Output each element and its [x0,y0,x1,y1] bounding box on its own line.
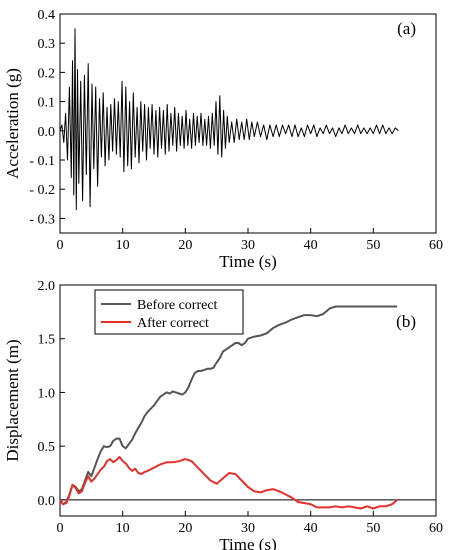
panel-b-displacement: 0 10 20 30 40 50 60 2.0 1.5 1.0 0.5 0.0 Time (s) Disp… [3,279,443,550]
y-tick-label: - 0.3 [29,212,55,227]
x-tick-label: 40 [304,238,318,253]
y-tick-label: 0.3 [38,37,56,52]
x-tick-label: 0 [57,521,64,536]
panel-label: (b) [396,312,416,331]
y-tick-label: 0.0 [38,125,56,140]
panel-label: (a) [397,19,416,38]
y-tick-label: 0.2 [38,66,56,81]
y-tick-label: 0.5 [38,440,56,455]
acceleration-series-line [59,28,399,211]
x-axis-title: Time (s) [219,252,276,271]
y-tick-label: 2.0 [38,279,56,294]
legend-label: Before correct [137,298,218,313]
y-tick-label: 1.0 [38,386,56,401]
x-tick-label: 20 [178,521,192,536]
x-tick-label: 10 [116,238,130,253]
y-tick-label: - 0.1 [29,154,55,169]
x-tick-label: 50 [366,238,380,253]
x-tick-label: 0 [57,238,64,253]
x-tick-label: 30 [241,238,255,253]
y-tick-label: 1.5 [38,333,56,348]
y-axis-title: Displacement (m) [3,339,22,461]
x-tick-label: 50 [366,521,380,536]
legend-label: After correct [137,316,209,331]
x-tick-label: 60 [429,521,443,536]
series-line-before-correct [59,305,398,506]
y-tick-label: - 0.2 [29,183,55,198]
x-tick-label: 60 [429,238,443,253]
x-tick-label: 40 [304,521,318,536]
x-tick-label: 30 [241,521,255,536]
series-line-after-correct [59,455,398,510]
plot-frame [59,13,437,234]
x-tick-label: 20 [178,238,192,253]
panel-a-acceleration: 0 10 20 30 40 50 60 0.4 0.3 0.2 0.1 0.0 - 0.1 - 0.2 - … [3,8,443,271]
x-axis-title: Time (s) [219,535,276,550]
y-axis-title: Acceleration (g) [3,68,22,179]
y-tick-label: 0.4 [38,8,56,23]
y-tick-label: 0.1 [38,96,56,111]
x-tick-label: 10 [116,521,130,536]
legend-box [94,289,244,335]
y-tick-label: 0.0 [38,494,56,509]
